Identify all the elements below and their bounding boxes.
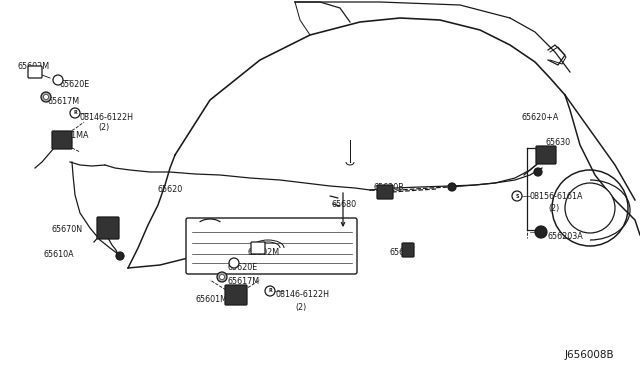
Text: R: R bbox=[268, 289, 272, 294]
FancyBboxPatch shape bbox=[251, 242, 265, 254]
Circle shape bbox=[512, 191, 522, 201]
Text: 65617M: 65617M bbox=[48, 97, 80, 106]
Text: S: S bbox=[515, 193, 519, 199]
Text: 65670N: 65670N bbox=[52, 225, 83, 234]
Text: (2): (2) bbox=[548, 204, 559, 213]
Text: 08146-6122H: 08146-6122H bbox=[80, 113, 134, 122]
FancyBboxPatch shape bbox=[28, 66, 42, 78]
Circle shape bbox=[535, 226, 547, 238]
Text: (2): (2) bbox=[295, 303, 307, 312]
Text: 65620E: 65620E bbox=[60, 80, 90, 89]
Text: 65620B: 65620B bbox=[374, 183, 404, 192]
Text: (2): (2) bbox=[98, 123, 109, 132]
Text: 65601MA: 65601MA bbox=[52, 131, 90, 140]
Text: 08156-6161A: 08156-6161A bbox=[530, 192, 584, 201]
Circle shape bbox=[70, 108, 80, 118]
FancyBboxPatch shape bbox=[52, 131, 72, 149]
Circle shape bbox=[44, 94, 49, 99]
Text: 65602M: 65602M bbox=[18, 62, 50, 71]
Text: 65630: 65630 bbox=[546, 138, 571, 147]
FancyBboxPatch shape bbox=[536, 146, 556, 164]
Circle shape bbox=[534, 168, 542, 176]
Circle shape bbox=[552, 170, 628, 246]
Circle shape bbox=[53, 75, 63, 85]
Text: 65680: 65680 bbox=[332, 200, 357, 209]
Circle shape bbox=[41, 92, 51, 102]
Text: 65625: 65625 bbox=[390, 248, 415, 257]
Text: 65620: 65620 bbox=[158, 185, 183, 194]
FancyBboxPatch shape bbox=[377, 185, 393, 199]
Circle shape bbox=[565, 183, 615, 233]
Circle shape bbox=[116, 252, 124, 260]
Text: 65601M: 65601M bbox=[196, 295, 228, 304]
Text: 65620+A: 65620+A bbox=[522, 113, 559, 122]
FancyBboxPatch shape bbox=[402, 243, 414, 257]
Circle shape bbox=[448, 183, 456, 191]
Circle shape bbox=[217, 272, 227, 282]
Text: 656203A: 656203A bbox=[548, 232, 584, 241]
Text: 65602M: 65602M bbox=[248, 248, 280, 257]
Text: 08146-6122H: 08146-6122H bbox=[275, 290, 329, 299]
Circle shape bbox=[265, 286, 275, 296]
Text: 65610A: 65610A bbox=[44, 250, 75, 259]
FancyBboxPatch shape bbox=[97, 217, 119, 239]
Text: 65617M: 65617M bbox=[228, 277, 260, 286]
FancyBboxPatch shape bbox=[186, 218, 357, 274]
Circle shape bbox=[229, 258, 239, 268]
Text: 65620E: 65620E bbox=[228, 263, 259, 272]
Circle shape bbox=[220, 275, 225, 279]
Text: R: R bbox=[73, 110, 77, 115]
Text: J656008B: J656008B bbox=[565, 350, 614, 360]
FancyBboxPatch shape bbox=[225, 285, 247, 305]
